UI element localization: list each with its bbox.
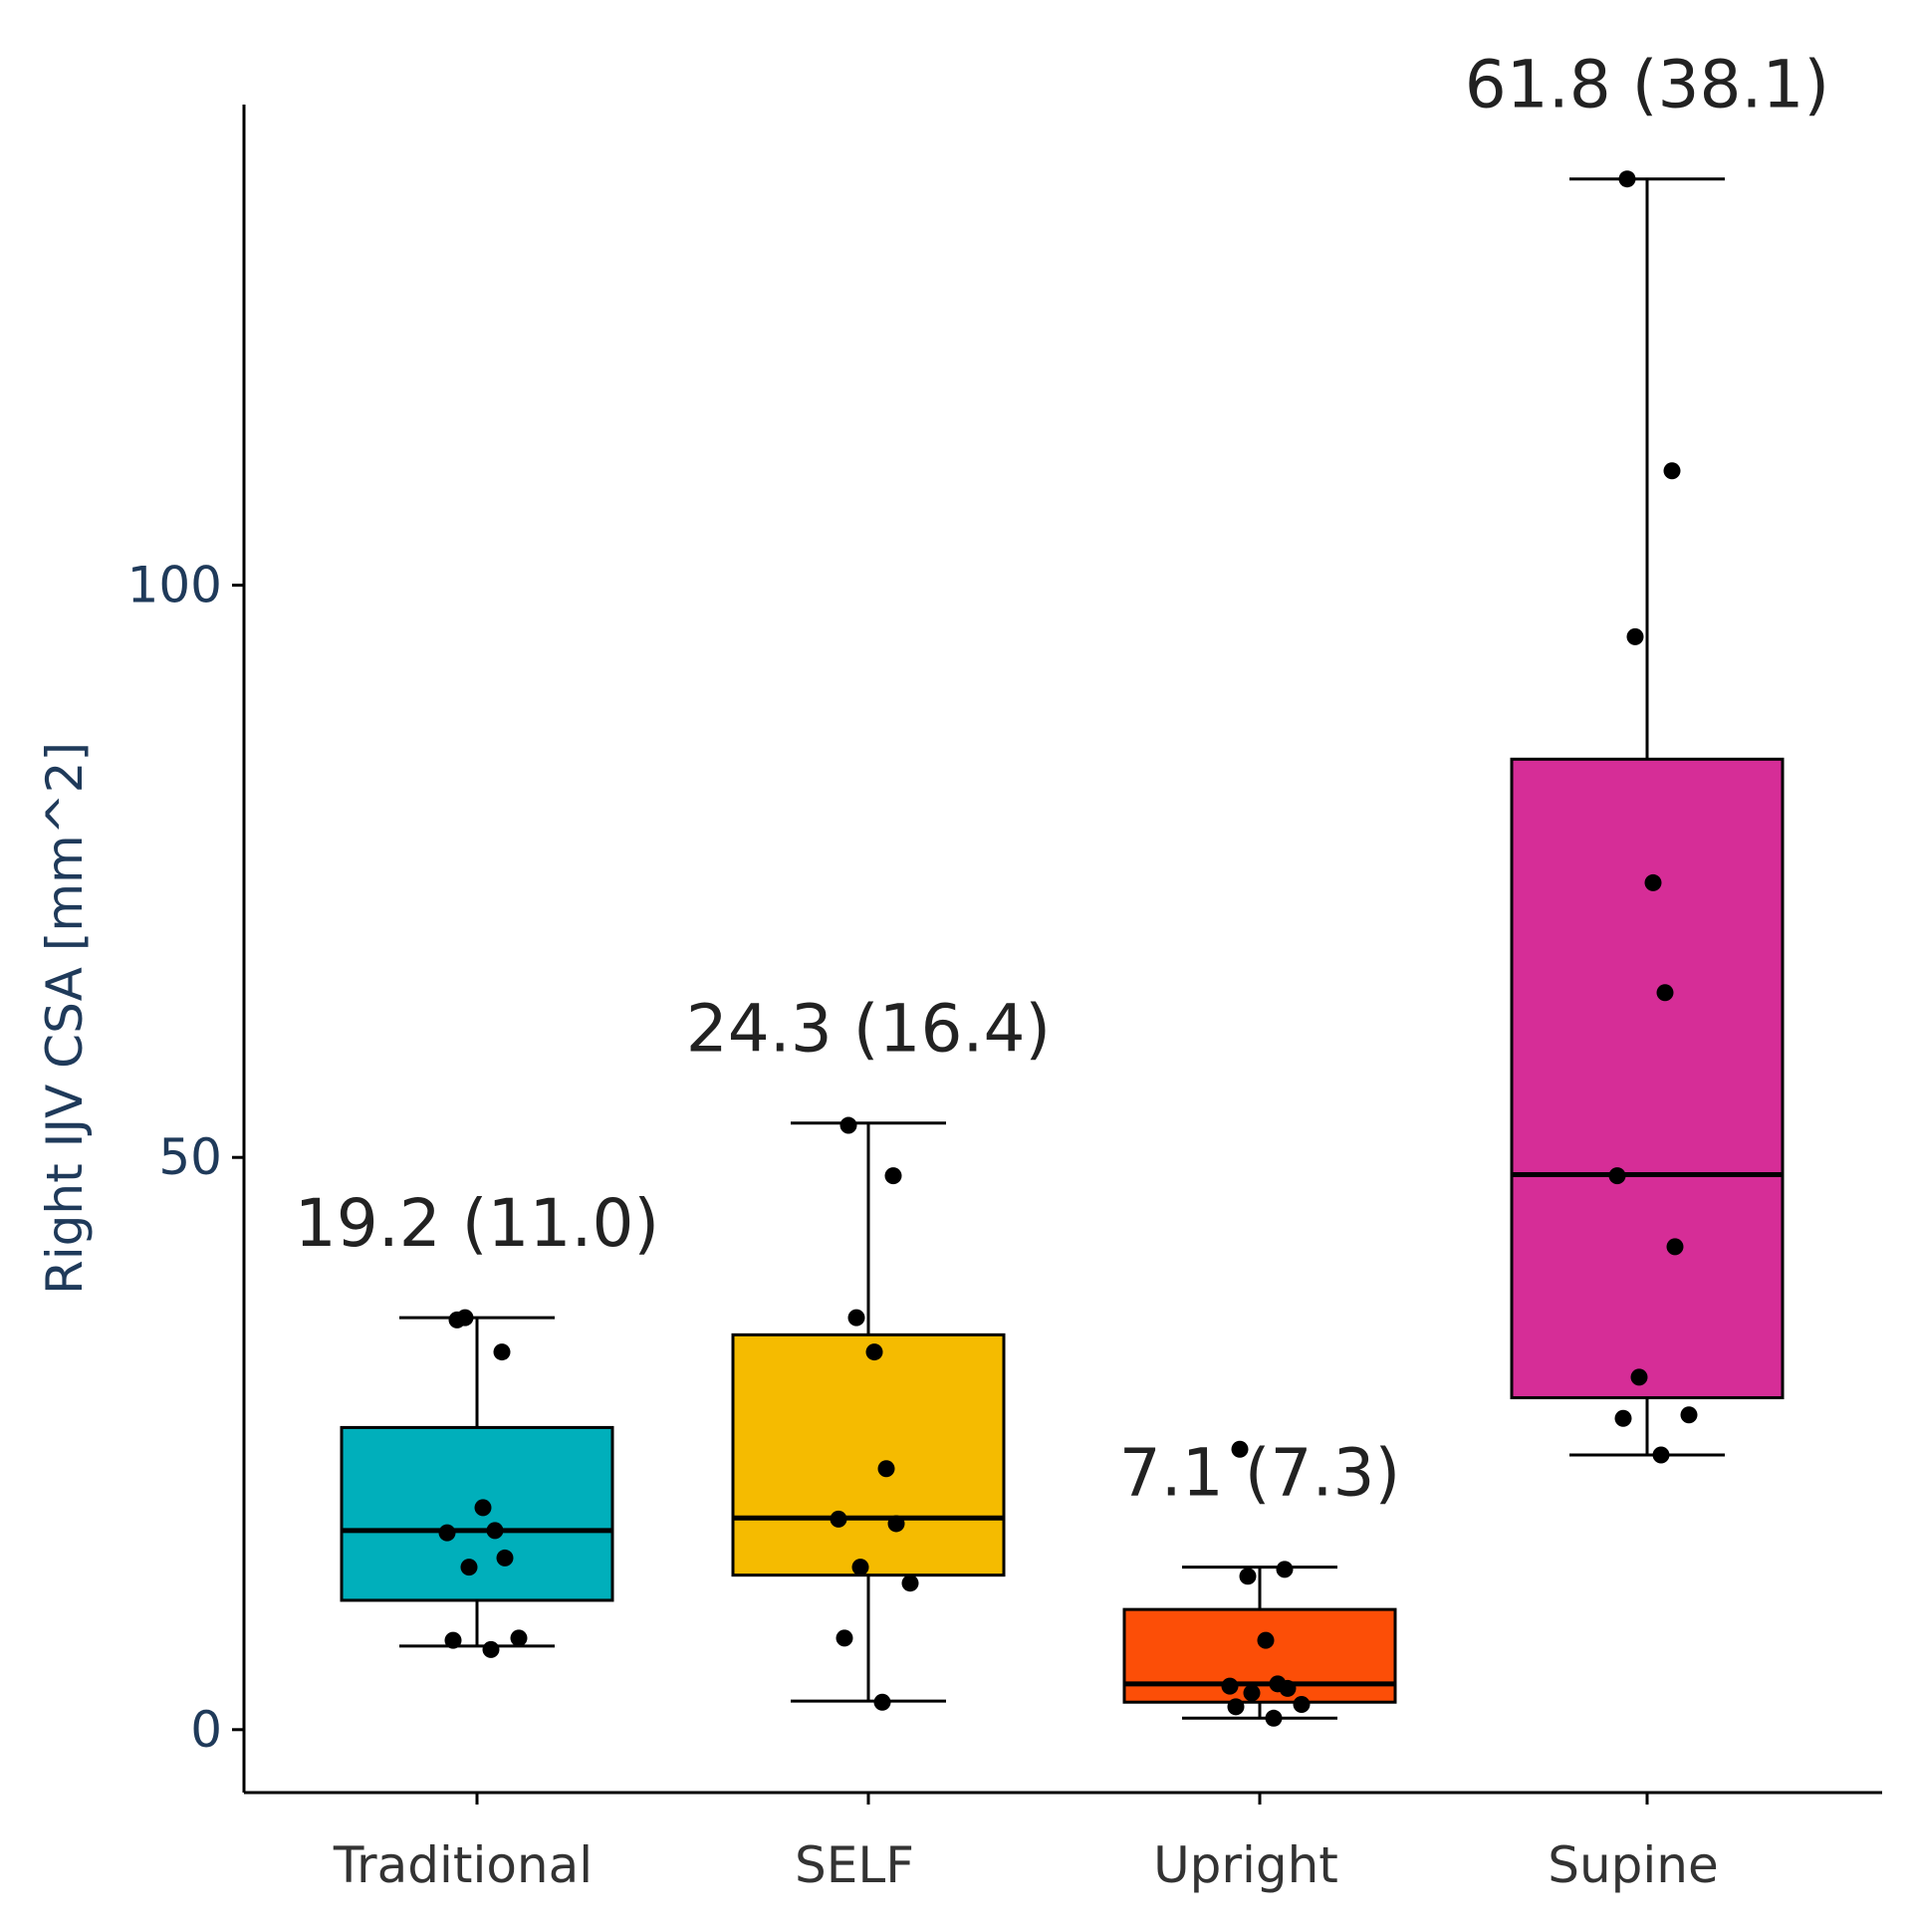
box-body (731, 1332, 1006, 1577)
data-point (1276, 1561, 1294, 1578)
box-group-self: 24.3 (16.4) (686, 991, 1051, 1711)
box-group-traditional: 19.2 (11.0) (295, 1185, 659, 1658)
data-point (1257, 1631, 1275, 1649)
group-annotation: 7.1 (7.3) (1119, 1435, 1400, 1512)
data-point (1652, 1446, 1670, 1464)
data-point (444, 1631, 462, 1649)
data-point (1666, 1238, 1684, 1256)
data-point (482, 1640, 500, 1658)
y-tick-label: 0 (190, 1701, 222, 1759)
data-point (1265, 1709, 1283, 1727)
data-point (884, 1167, 902, 1185)
box-group-upright: 7.1 (7.3) (1119, 1435, 1400, 1727)
x-axis-ticks: Traditional SELF Upright Supine (333, 1793, 1719, 1894)
data-point (474, 1499, 492, 1517)
data-point (1293, 1696, 1311, 1714)
data-point (1656, 984, 1674, 1002)
data-point (887, 1515, 905, 1533)
data-point (1680, 1406, 1698, 1424)
data-point (1231, 1440, 1249, 1458)
data-point (836, 1629, 853, 1647)
data-point (456, 1309, 474, 1327)
data-point (877, 1460, 895, 1478)
data-point (493, 1343, 511, 1361)
x-tick-label: Supine (1548, 1836, 1719, 1894)
data-point (901, 1574, 919, 1592)
data-point (830, 1510, 847, 1528)
y-axis-ticks: 0 50 100 (127, 557, 244, 1759)
data-point (1279, 1679, 1297, 1697)
box-group-supine: 61.8 (38.1) (1465, 47, 1829, 1464)
data-point (1644, 873, 1662, 891)
group-annotation: 61.8 (38.1) (1465, 47, 1829, 123)
data-point (851, 1559, 869, 1576)
data-point (839, 1116, 857, 1134)
group-annotation: 19.2 (11.0) (295, 1185, 659, 1262)
x-tick-label: Traditional (333, 1836, 593, 1894)
group-annotation: 24.3 (16.4) (686, 991, 1051, 1068)
data-point (1630, 1368, 1648, 1386)
y-tick-label: 50 (158, 1128, 222, 1186)
x-tick-label: Upright (1153, 1836, 1338, 1894)
plot-area: 19.2 (11.0) 24.3 (16.4) 7.1 (7.3) 61.8 (38.… (295, 47, 1829, 1727)
data-point (438, 1524, 456, 1542)
data-point (1626, 627, 1644, 645)
box-body (1122, 1607, 1397, 1704)
data-point (1608, 1167, 1626, 1185)
data-point (1227, 1698, 1245, 1716)
data-point (486, 1522, 504, 1540)
data-point (873, 1693, 891, 1711)
y-tick-label: 100 (127, 557, 222, 614)
data-point (1239, 1568, 1257, 1585)
data-point (496, 1549, 514, 1567)
data-point (865, 1343, 883, 1361)
data-point (1243, 1684, 1261, 1702)
data-point (1663, 462, 1681, 480)
data-point (460, 1559, 478, 1576)
y-axis-title: Right IJV CSA [mm^2] (36, 742, 94, 1295)
box-body (340, 1425, 614, 1602)
box-body (1510, 757, 1785, 1400)
data-point (1618, 170, 1636, 188)
data-point (1614, 1409, 1632, 1427)
data-point (1221, 1677, 1239, 1695)
data-point (510, 1629, 528, 1647)
data-point (847, 1309, 865, 1327)
x-tick-label: SELF (795, 1836, 914, 1894)
